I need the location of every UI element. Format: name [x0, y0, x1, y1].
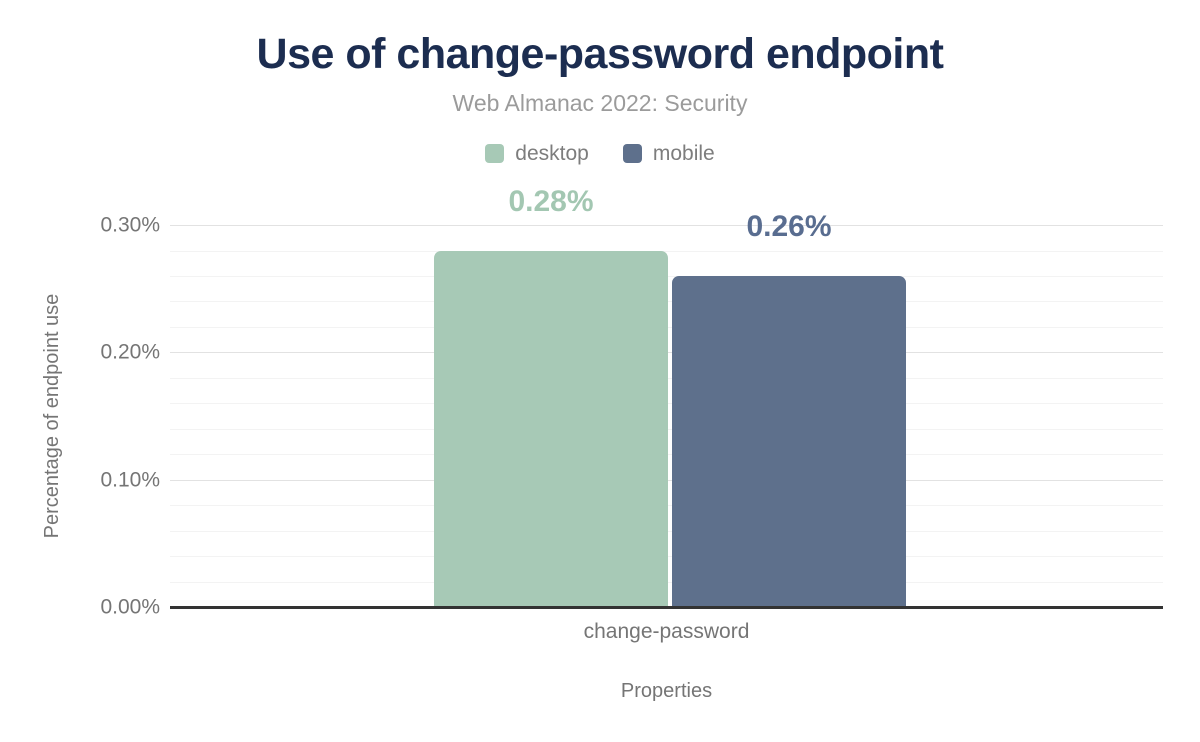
- x-axis-line: [170, 606, 1163, 609]
- y-tick-label: 0.00%: [100, 595, 160, 619]
- legend: desktop mobile: [0, 143, 1200, 164]
- bar-desktop[interactable]: [434, 250, 668, 607]
- legend-item-mobile[interactable]: mobile: [622, 142, 715, 165]
- x-axis-title: Properties: [620, 680, 713, 702]
- legend-item-desktop[interactable]: desktop: [485, 143, 589, 164]
- bar-value-label-mobile: 0.26%: [746, 209, 832, 243]
- major-gridline: [170, 225, 1163, 226]
- y-tick-label: 0.30%: [100, 213, 160, 237]
- minor-gridline: [170, 250, 1163, 252]
- chart-subtitle: Web Almanac 2022: Security: [452, 90, 748, 116]
- mobile-swatch-icon: [622, 144, 642, 163]
- y-tick-label: 0.20%: [100, 340, 160, 364]
- bar-mobile[interactable]: [672, 275, 906, 607]
- legend-label-mobile: mobile: [652, 142, 715, 165]
- bar-value-label-desktop: 0.28%: [508, 184, 594, 218]
- y-tick-label: 0.10%: [100, 468, 160, 492]
- desktop-swatch-icon: [485, 144, 505, 163]
- legend-label-desktop: desktop: [515, 142, 589, 165]
- chart-title: Use of change-password endpoint: [256, 30, 944, 78]
- x-category-label: change-password: [583, 620, 750, 643]
